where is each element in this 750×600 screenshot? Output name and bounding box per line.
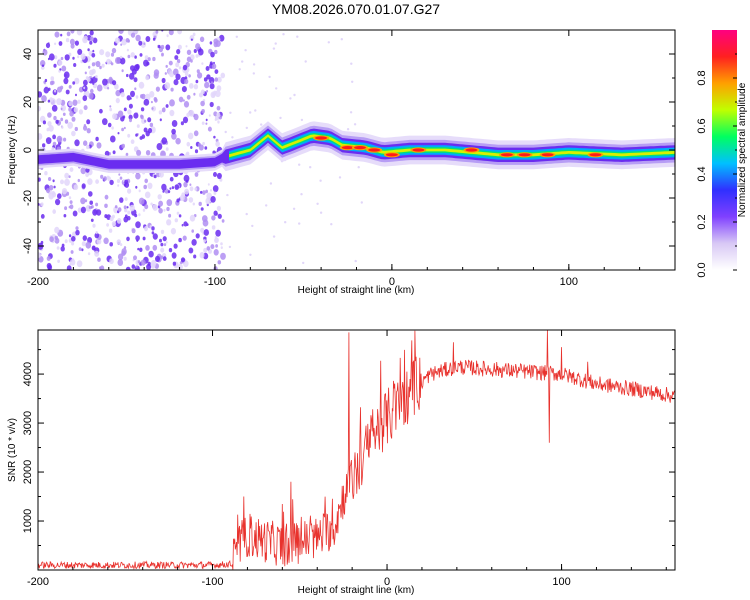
spectrogram-x-tick-label: -100	[204, 276, 226, 288]
snr-y-tick-label: 1000	[22, 509, 34, 533]
snr-y-tick-label: 4000	[22, 362, 34, 386]
spectrogram-x-label: Height of straight line (km)	[298, 285, 415, 296]
peak-core	[412, 148, 425, 152]
colorbar-tick-label: 0.0	[696, 262, 708, 277]
spectrogram-y-tick-label: 40	[22, 48, 34, 60]
snr-x-label: Height of straight line (km)	[298, 585, 415, 596]
spectrogram-noise-speckle	[38, 30, 364, 270]
snr-ticks: -200 -100 0 100 1000 2000 3000 4000	[22, 330, 675, 588]
peak-core	[589, 153, 602, 157]
peak-core	[354, 146, 366, 150]
peak-core	[541, 153, 554, 157]
peak-core	[368, 148, 381, 152]
snr-frame	[37, 329, 676, 571]
spectrogram-y-tick-label: -40	[22, 238, 34, 254]
colorbar-tick-label: 0.8	[696, 70, 708, 85]
peak-core	[341, 146, 354, 150]
colorbar-label: Normalized spectral amplitude	[737, 82, 748, 217]
peak-core	[385, 153, 398, 157]
snr-x-tick-label: 100	[552, 576, 570, 588]
snr-x-tick-label: 0	[384, 576, 390, 588]
peak-core	[500, 153, 513, 157]
peak-core	[315, 136, 328, 140]
snr-series-line	[38, 330, 675, 570]
spectrogram-y-tick-label: -20	[22, 190, 34, 206]
colorbar-gradient	[712, 30, 737, 270]
spectrogram-y-label: Frequency (Hz)	[7, 116, 18, 185]
snr-x-tick-label: -100	[202, 576, 224, 588]
spectrogram-y-tick-label: 20	[22, 96, 34, 108]
snr-y-tick-label: 2000	[22, 460, 34, 484]
colorbar-tick-label: 0.6	[696, 118, 708, 133]
spectrogram-x-tick-label: 0	[389, 276, 395, 288]
peak-core	[518, 153, 531, 157]
colorbar-ticks: 0.0 0.2 0.4 0.6 0.8	[696, 53, 737, 278]
spectrogram-x-tick-label: -200	[27, 276, 49, 288]
figure-title: YM08.2026.070.01.07.G27	[272, 1, 440, 17]
colorbar-tick-label: 0.4	[696, 166, 708, 181]
spectrogram-peaks	[313, 135, 604, 158]
snr-panel: -200 -100 0 100 1000 2000 3000 4000 Height of s…	[7, 329, 676, 596]
spectrogram-y-tick-label: 0	[22, 147, 34, 153]
snr-x-tick-label: -200	[27, 576, 49, 588]
spectrogram-plot-area	[38, 30, 675, 270]
snr-y-label: SNR (10 * v/v)	[7, 418, 18, 482]
ridge-band-5	[229, 134, 675, 158]
colorbar-tick-label: 0.2	[696, 214, 708, 229]
colorbar: 0.0 0.2 0.4 0.6 0.8 Normalized spectral ampl…	[696, 30, 748, 278]
peak-core	[465, 148, 478, 152]
spectrogram-x-tick-label: 100	[560, 276, 578, 288]
snr-y-tick-label: 3000	[22, 411, 34, 435]
